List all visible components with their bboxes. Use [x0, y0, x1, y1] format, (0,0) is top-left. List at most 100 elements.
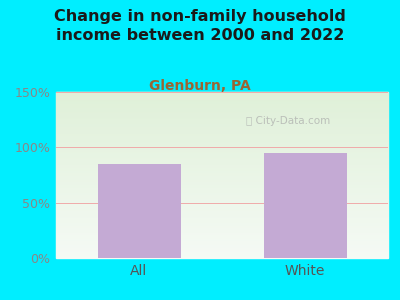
Bar — [56, 158, 388, 159]
Bar — [56, 199, 388, 200]
Bar — [56, 203, 388, 204]
Bar — [56, 166, 388, 167]
Bar — [56, 149, 388, 150]
Bar — [56, 95, 388, 96]
Bar — [56, 96, 388, 97]
Bar — [56, 205, 388, 206]
Bar — [56, 171, 388, 172]
Bar — [56, 248, 388, 249]
Bar — [56, 102, 388, 103]
Bar — [56, 168, 388, 169]
Bar — [56, 191, 388, 192]
Bar — [56, 185, 388, 186]
Bar — [56, 132, 388, 133]
Bar — [56, 193, 388, 194]
Bar — [56, 226, 388, 227]
Bar — [56, 238, 388, 239]
Bar — [56, 105, 388, 106]
Bar — [56, 144, 388, 145]
Bar — [56, 242, 388, 243]
Bar — [56, 162, 388, 163]
Bar — [56, 211, 388, 212]
Bar — [56, 111, 388, 112]
Bar — [56, 210, 388, 211]
Bar — [56, 241, 388, 242]
Bar — [56, 228, 388, 229]
Bar — [56, 126, 388, 127]
Bar — [56, 93, 388, 94]
Bar — [56, 234, 388, 235]
Bar — [56, 107, 388, 108]
Bar — [56, 118, 388, 119]
Bar — [56, 222, 388, 223]
Bar — [56, 201, 388, 202]
Bar — [56, 147, 388, 148]
Bar — [56, 208, 388, 209]
Bar — [56, 200, 388, 201]
Bar — [56, 137, 388, 138]
Bar — [56, 136, 388, 137]
Bar — [56, 189, 388, 190]
Bar — [56, 113, 388, 114]
Bar — [56, 104, 388, 105]
Bar — [56, 257, 388, 258]
Bar — [56, 229, 388, 230]
Bar — [56, 125, 388, 126]
Bar — [56, 224, 388, 225]
Bar — [56, 140, 388, 141]
Bar — [56, 218, 388, 219]
Bar — [56, 183, 388, 184]
Bar — [264, 152, 346, 258]
Bar — [56, 133, 388, 134]
Bar — [56, 169, 388, 170]
Bar — [56, 195, 388, 196]
Bar — [56, 117, 388, 118]
Bar — [56, 212, 388, 213]
Bar — [56, 152, 388, 153]
Bar — [56, 92, 388, 93]
Bar — [56, 146, 388, 147]
Bar — [56, 143, 388, 144]
Bar — [56, 245, 388, 246]
Bar — [56, 194, 388, 195]
Bar — [56, 198, 388, 199]
Bar — [56, 176, 388, 177]
Bar — [56, 206, 388, 207]
Bar — [56, 251, 388, 252]
Bar — [56, 255, 388, 256]
Bar — [56, 247, 388, 248]
Bar — [56, 207, 388, 208]
Bar — [56, 98, 388, 99]
Bar — [56, 172, 388, 173]
Bar — [56, 230, 388, 231]
Bar — [56, 181, 388, 182]
Bar — [56, 220, 388, 221]
Bar — [56, 244, 388, 245]
Bar — [56, 231, 388, 232]
Bar — [56, 138, 388, 139]
Bar — [56, 232, 388, 233]
Bar — [56, 180, 388, 181]
Bar — [56, 154, 388, 155]
Bar — [56, 163, 388, 164]
Bar — [56, 250, 388, 251]
Bar — [56, 216, 388, 217]
Bar — [56, 139, 388, 140]
Bar — [56, 135, 388, 136]
Bar — [56, 204, 388, 205]
Bar — [56, 129, 388, 130]
Bar — [56, 254, 388, 255]
Bar — [56, 246, 388, 247]
Bar — [56, 131, 388, 132]
Bar — [56, 160, 388, 161]
Bar — [56, 103, 388, 104]
Bar — [56, 217, 388, 218]
Bar — [56, 151, 388, 152]
Bar — [56, 236, 388, 237]
Bar — [56, 179, 388, 180]
Bar — [56, 239, 388, 240]
Bar — [56, 142, 388, 143]
Bar — [56, 237, 388, 238]
Bar — [56, 97, 388, 98]
Bar — [56, 202, 388, 203]
